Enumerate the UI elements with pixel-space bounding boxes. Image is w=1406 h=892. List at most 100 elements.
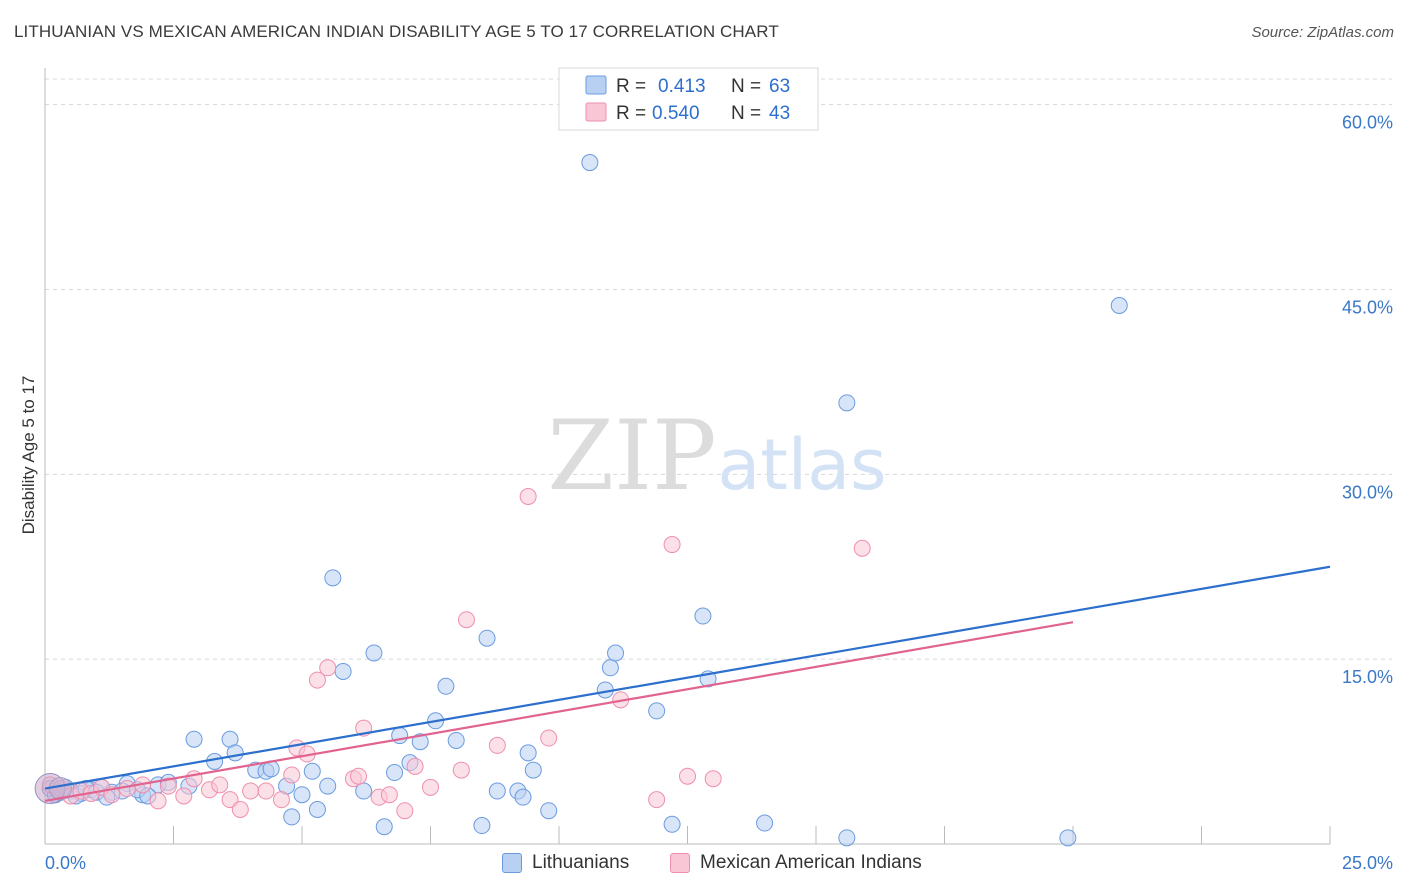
lithuanians-point-54 bbox=[581, 154, 599, 172]
lithuanians-point-53 bbox=[540, 802, 558, 820]
legend-label-mexican-american-indians: Mexican American Indians bbox=[700, 852, 922, 873]
legend-r-value-1: 0.413 bbox=[658, 76, 706, 97]
mexican-american-indians-point-14 bbox=[211, 776, 229, 794]
legend-r-value-2: 0.540 bbox=[652, 103, 700, 124]
legend-swatch-lithuanians bbox=[585, 75, 607, 95]
legend-item-mexican-american-indians: Mexican American Indians bbox=[670, 852, 922, 874]
watermark: ZIP atlas bbox=[547, 400, 886, 512]
mexican-american-indians-point-11 bbox=[175, 787, 193, 805]
lithuanians-point-58 bbox=[648, 702, 666, 720]
lithuanians-point-46 bbox=[473, 817, 491, 835]
tick-labels: 15.0% 30.0% 45.0% 60.0% 0.0% 25.0% bbox=[45, 113, 1393, 873]
mexican-american-indians-trend-line bbox=[44, 621, 1074, 802]
lithuanians-point-38 bbox=[375, 818, 393, 836]
legend-n-label-1: N = bbox=[731, 76, 761, 97]
lithuanians-point-62 bbox=[756, 814, 774, 832]
lithuanians-point-48 bbox=[488, 782, 506, 800]
y-tick-label-3: 60.0% bbox=[1342, 113, 1393, 133]
lithuanians-point-42 bbox=[411, 733, 429, 751]
legend-n-value-1: 63 bbox=[769, 76, 790, 97]
lithuanians-point-63 bbox=[838, 394, 856, 412]
data-points bbox=[34, 154, 1128, 847]
mexican-american-indians-point-42 bbox=[704, 770, 722, 788]
legend-swatch-mexican-american-indians bbox=[585, 102, 607, 122]
watermark-zip: ZIP bbox=[547, 400, 716, 512]
lithuanians-point-60 bbox=[694, 607, 712, 625]
mexican-american-indians-point-18 bbox=[257, 782, 275, 800]
mexican-american-indians-point-20 bbox=[283, 766, 301, 784]
lithuanians-point-59 bbox=[663, 815, 681, 833]
lithuanians-point-66 bbox=[1110, 297, 1128, 315]
mexican-american-indians-point-39 bbox=[648, 791, 666, 809]
lithuanians-point-47 bbox=[478, 629, 496, 647]
lithuanians-point-37 bbox=[365, 644, 383, 662]
mexican-american-indians-point-43 bbox=[853, 539, 871, 557]
lithuanians-point-36 bbox=[355, 782, 373, 800]
mexican-american-indians-point-9 bbox=[149, 792, 167, 810]
lithuanians-point-39 bbox=[386, 764, 404, 782]
gridlines bbox=[45, 78, 1392, 660]
lithuanians-point-65 bbox=[1059, 829, 1077, 847]
mexican-american-indians-point-36 bbox=[519, 488, 537, 506]
mexican-american-indians-point-32 bbox=[422, 778, 439, 796]
y-tick-label-1: 30.0% bbox=[1342, 482, 1393, 502]
mexican-american-indians-point-15 bbox=[221, 791, 239, 809]
lithuanians-point-32 bbox=[308, 800, 326, 818]
legend-n-label-2: N = bbox=[731, 103, 761, 124]
lithuanians-trend-line bbox=[44, 565, 1331, 790]
lithuanians-point-50 bbox=[514, 788, 532, 806]
mexican-american-indians-point-41 bbox=[679, 767, 696, 785]
mexican-american-indians-point-34 bbox=[457, 611, 475, 629]
lithuanians-point-21 bbox=[185, 730, 203, 748]
watermark-atlas: atlas bbox=[717, 424, 886, 506]
lithuanians-point-22 bbox=[206, 752, 224, 770]
lithuanians-point-45 bbox=[447, 731, 465, 749]
mexican-american-indians-point-30 bbox=[396, 802, 414, 820]
lithuanians-point-24 bbox=[226, 744, 244, 762]
mexican-american-indians-point-23 bbox=[308, 671, 326, 689]
mexican-american-indians-point-29 bbox=[380, 786, 398, 804]
lithuanians-point-29 bbox=[283, 808, 301, 826]
mexican-american-indians-point-33 bbox=[452, 761, 470, 779]
axes bbox=[44, 68, 1331, 845]
mexican-american-indians-point-16 bbox=[231, 800, 249, 818]
mexican-american-indians-point-24 bbox=[319, 659, 337, 677]
lithuanians-point-35 bbox=[334, 662, 352, 680]
mexican-american-indians-point-26 bbox=[350, 767, 368, 785]
legend-label-lithuanians: Lithuanians bbox=[532, 852, 630, 873]
legend-r-label-1: R = bbox=[616, 76, 646, 97]
lithuanians-point-31 bbox=[303, 762, 321, 780]
chart-source: Source: ZipAtlas.com bbox=[1251, 24, 1394, 41]
lithuanians-point-64 bbox=[838, 829, 856, 847]
lithuanians-point-56 bbox=[601, 659, 619, 677]
x-tick-label-1: 25.0% bbox=[1342, 853, 1393, 873]
bottom-legend: Lithuanians Mexican American Indians bbox=[0, 852, 1406, 878]
lithuanians-point-34 bbox=[324, 569, 342, 587]
mexican-american-indians-point-17 bbox=[242, 782, 260, 800]
legend-item-lithuanians: Lithuanians bbox=[502, 852, 629, 874]
lithuanians-point-57 bbox=[607, 644, 625, 662]
y-tick-label-2: 45.0% bbox=[1342, 297, 1393, 317]
mexican-american-indians-point-40 bbox=[663, 536, 681, 554]
legend-r-label-2: R = bbox=[616, 103, 646, 124]
lithuanians-point-52 bbox=[524, 761, 542, 779]
legend-swatch-pink bbox=[670, 853, 690, 873]
lithuanians-point-33 bbox=[319, 777, 337, 795]
trend-lines bbox=[44, 565, 1331, 802]
x-tick-label-0: 0.0% bbox=[45, 853, 86, 873]
legend-n-value-2: 43 bbox=[769, 103, 790, 124]
y-tick-label-0: 15.0% bbox=[1342, 667, 1393, 687]
mexican-american-indians-point-31 bbox=[406, 757, 424, 775]
y-axis-label: Disability Age 5 to 17 bbox=[19, 376, 38, 535]
lithuanians-point-30 bbox=[293, 786, 311, 804]
chart-title: LITHUANIAN VS MEXICAN AMERICAN INDIAN DI… bbox=[14, 22, 779, 41]
lithuanians-point-51 bbox=[519, 744, 537, 762]
mexican-american-indians-point-37 bbox=[540, 729, 558, 747]
top-legend: R = 0.413 N = 63 R = 0.540 N = 43 bbox=[558, 67, 819, 131]
mexican-american-indians-point-19 bbox=[272, 791, 290, 809]
mexican-american-indians-point-35 bbox=[488, 736, 506, 754]
legend-swatch-blue bbox=[502, 853, 522, 873]
mexican-american-indians-point-10 bbox=[159, 777, 177, 795]
lithuanians-point-44 bbox=[437, 677, 455, 695]
